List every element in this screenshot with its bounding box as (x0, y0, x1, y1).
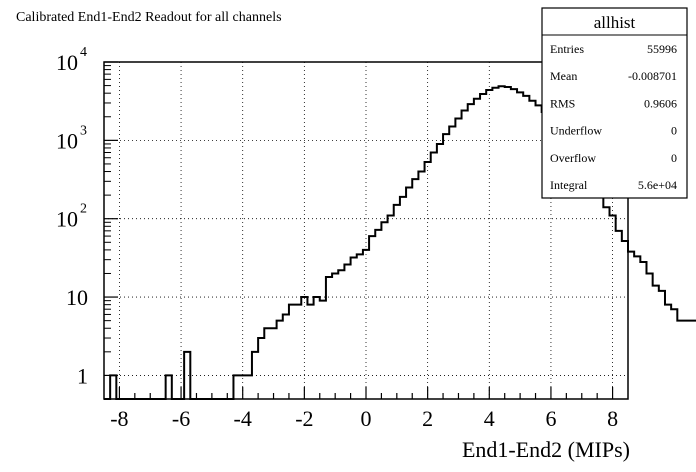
stats-box: allhist Entries 55996 Mean -0.008701 RMS 0.96… (541, 7, 688, 199)
y-tick-label: 10 (66, 285, 88, 310)
stats-label: RMS (550, 96, 575, 110)
y-tick-label-exponent: 4 (80, 45, 87, 60)
x-tick-label: 2 (422, 406, 433, 431)
stats-value: 5.6e+04 (638, 178, 677, 192)
x-axis-label: End1-End2 (MIPs) (462, 437, 630, 462)
stats-box-title: allhist (594, 13, 636, 32)
stats-label: Overflow (550, 151, 596, 165)
stats-box-frame (541, 7, 688, 199)
x-tick-labels: -8 -6 -4 -2 0 2 4 6 8 (110, 406, 618, 431)
stats-value: 0 (671, 151, 677, 165)
x-tick-label: -8 (110, 406, 128, 431)
x-tick-label: 6 (545, 406, 556, 431)
histogram-line (104, 85, 696, 400)
stats-value: 0 (671, 124, 677, 138)
y-tick-label-exponent: 2 (80, 202, 87, 217)
stats-value: -0.008701 (628, 69, 677, 83)
x-tick-label: 8 (607, 406, 618, 431)
y-tick-label: 10 (56, 207, 78, 232)
stats-label: Underflow (550, 124, 602, 138)
stats-rows: Entries 55996 Mean -0.008701 RMS 0.9606 Underf… (550, 42, 677, 192)
stats-label: Entries (550, 42, 584, 56)
y-tick-label: 10 (56, 50, 78, 75)
x-tick-label: -2 (295, 406, 313, 431)
stats-value: 0.9606 (644, 96, 677, 110)
y-tick-label: 1 (77, 363, 88, 388)
chart-title: Calibrated End1-End2 Readout for all cha… (16, 10, 282, 25)
stats-label: Integral (550, 178, 588, 192)
x-tick-label: -4 (234, 406, 252, 431)
x-tick-label: 0 (361, 406, 372, 431)
x-tick-label: 4 (484, 406, 495, 431)
x-tick-label: -6 (172, 406, 190, 431)
axis-ticks (104, 61, 614, 399)
stats-value: 55996 (647, 42, 677, 56)
y-tick-label: 10 (56, 128, 78, 153)
y-tick-label-exponent: 3 (80, 123, 87, 138)
stats-label: Mean (550, 69, 577, 83)
